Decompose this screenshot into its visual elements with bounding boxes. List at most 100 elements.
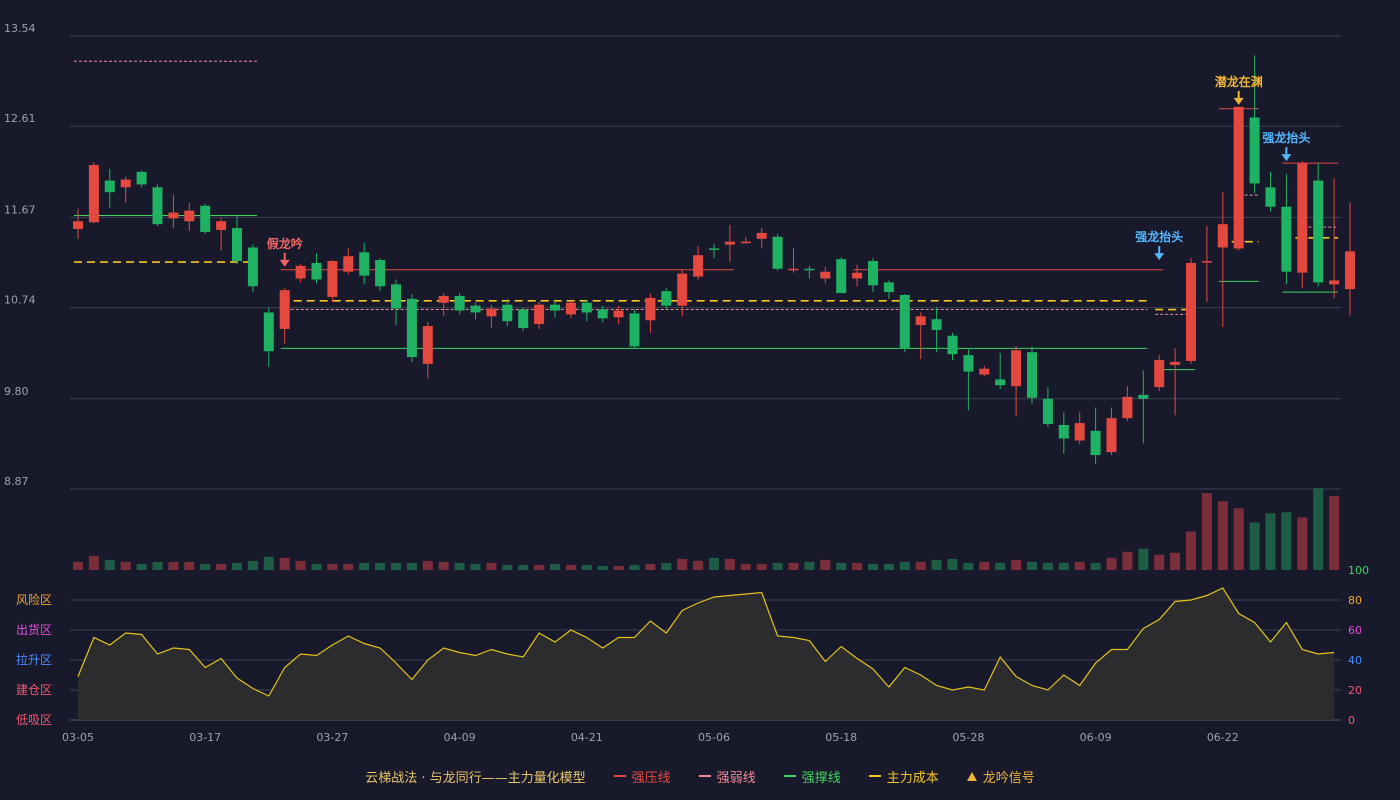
candle-body: [88, 165, 99, 223]
legend-item-cost[interactable]: 主力成本: [868, 767, 939, 786]
candle-body: [1249, 117, 1260, 184]
candle-body: [104, 180, 115, 193]
zone-label: 建仓区: [16, 683, 52, 697]
candle-body: [740, 241, 751, 244]
price-tick-label: 11.67: [4, 203, 36, 216]
volume-bar: [120, 561, 131, 570]
volume-bar: [1027, 561, 1037, 570]
candle-body: [422, 326, 433, 364]
volume-bar: [279, 557, 290, 570]
volume-bar: [534, 564, 545, 570]
candle-body: [1281, 206, 1292, 272]
candle-body: [1058, 424, 1069, 439]
candle-body: [883, 282, 894, 293]
price-tick-label: 8.87: [4, 475, 29, 488]
candle-body: [1313, 180, 1324, 283]
candle-body: [1233, 106, 1244, 249]
volume-bar: [327, 563, 338, 570]
volume-bar: [915, 561, 926, 570]
volume-bar: [295, 560, 306, 570]
volume-bar: [661, 562, 672, 570]
volume-bar: [454, 562, 465, 570]
zone-label: 低吸区: [16, 713, 52, 727]
candle-body: [168, 212, 179, 219]
volume-bar: [406, 562, 417, 570]
candle-body: [1217, 224, 1228, 248]
candle-body: [184, 210, 195, 222]
legend-label: 强撑线: [801, 770, 841, 786]
candle-body: [1329, 280, 1340, 285]
signal-triangle-icon: [966, 771, 977, 781]
candle-body: [788, 268, 799, 271]
candle-body: [295, 265, 306, 279]
volume-bar: [1249, 522, 1260, 570]
candle-body: [1345, 251, 1355, 290]
candle-body: [1090, 430, 1101, 456]
legend-item-signal[interactable]: 龙吟信号: [966, 767, 1035, 786]
volume-bar: [613, 565, 624, 570]
signal-arrow-icon: [1233, 97, 1244, 105]
candle-body: [136, 171, 147, 185]
candle-body: [852, 272, 863, 279]
candle-body: [375, 260, 386, 287]
volume-bar: [343, 563, 354, 570]
volume-bar: [1058, 562, 1069, 570]
candle-body: [899, 294, 910, 349]
signal-arrow-icon: [279, 259, 290, 267]
candle-body: [550, 304, 560, 311]
volume-bar: [963, 562, 974, 570]
candle-body: [1106, 418, 1117, 453]
legend-item-pressure[interactable]: 强压线: [613, 767, 671, 786]
candle-body: [804, 268, 815, 271]
candle-body: [1297, 163, 1308, 273]
candle-body: [470, 305, 481, 313]
volume-bar: [263, 556, 274, 570]
date-tick-label: 04-21: [571, 731, 603, 744]
candle-body: [518, 309, 529, 328]
volume-bar: [1042, 562, 1053, 570]
candle-body: [915, 316, 926, 326]
candle-body: [581, 302, 592, 313]
legend-label: 强压线: [631, 770, 671, 786]
candle-body: [263, 312, 274, 352]
volume-bar: [1233, 508, 1244, 570]
volume-bar: [438, 561, 449, 570]
oscillator-tick-label: 80: [1348, 594, 1362, 607]
volume-bar: [931, 559, 942, 570]
volume-bar: [645, 563, 656, 570]
volume-bar: [359, 562, 370, 570]
legend-item-weak[interactable]: 强弱线: [698, 767, 756, 786]
volume-bar: [629, 564, 640, 570]
signal-label: 强龙抬头: [1135, 229, 1183, 244]
cost-swatch: [868, 775, 881, 777]
volume-bar: [772, 562, 783, 570]
candle-body: [677, 273, 688, 306]
candle-body: [343, 256, 354, 272]
oscillator-tick-label: 60: [1348, 624, 1362, 637]
weak-swatch: [698, 775, 711, 777]
candle-body: [661, 291, 672, 306]
volume-bar: [1186, 531, 1196, 570]
candle-body: [1027, 352, 1037, 398]
candle-body: [359, 252, 370, 276]
signal-arrow-icon: [1281, 154, 1292, 162]
candle-body: [311, 262, 322, 280]
candle-body: [534, 304, 545, 325]
oscillator-tick-label: 100: [1348, 564, 1369, 577]
volume-bar: [836, 562, 847, 570]
oscillator-tick-label: 40: [1348, 654, 1362, 667]
signal-label: 假龙吟: [267, 236, 303, 251]
candle-body: [232, 228, 242, 262]
volume-bar: [1313, 488, 1324, 570]
volume-bar: [1170, 552, 1181, 570]
candle-body: [772, 236, 783, 269]
volume-bar: [1074, 561, 1085, 570]
candle-body: [327, 261, 338, 297]
support-swatch: [783, 775, 796, 777]
date-tick-label: 06-22: [1207, 731, 1239, 744]
date-tick-label: 03-05: [62, 731, 94, 744]
candle-body: [629, 313, 640, 347]
legend-item-support[interactable]: 强撑线: [783, 767, 841, 786]
candle-body: [1011, 350, 1022, 387]
volume-bar: [995, 562, 1006, 570]
